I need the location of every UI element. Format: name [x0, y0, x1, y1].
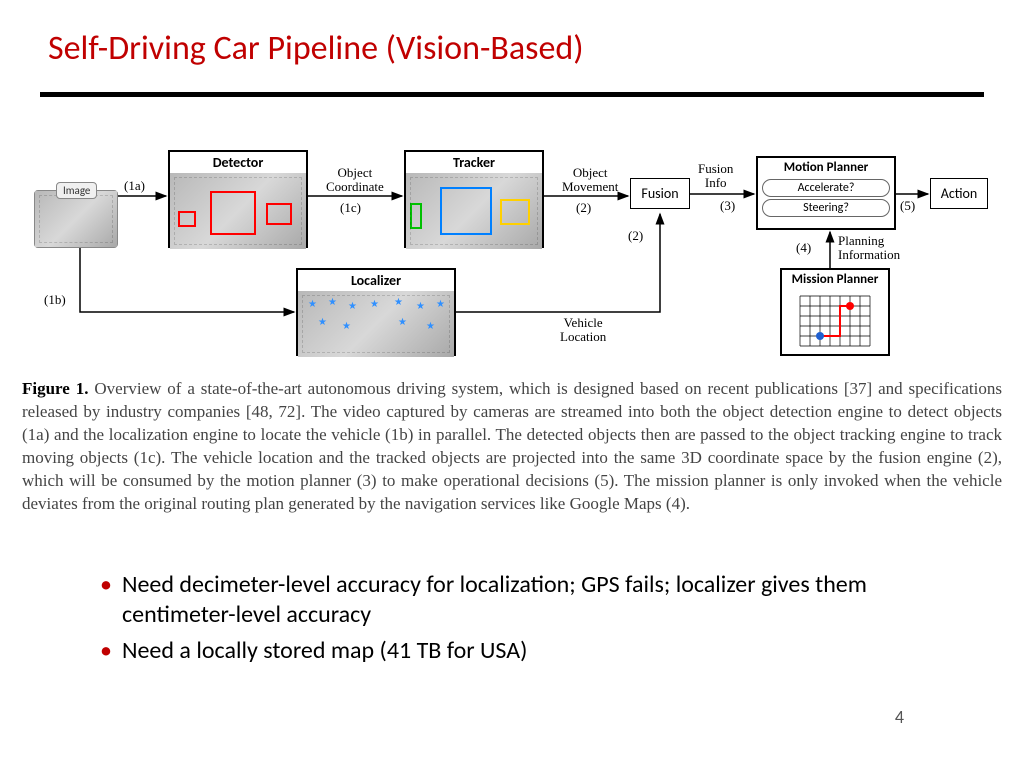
page-number: 4 — [895, 706, 904, 728]
mission-planner-title: Mission Planner — [782, 270, 888, 289]
localizer-node: Localizer ★ ★ ★ ★ ★ ★ ★ ★ ★ ★ ★ — [296, 268, 456, 356]
tracker-title: Tracker — [406, 152, 542, 173]
bullet-item: Need a locally stored map (41 TB for USA… — [100, 636, 890, 666]
caption-body: Overview of a state-of-the-art autonomou… — [22, 379, 1002, 513]
label-1b: (1b) — [44, 292, 66, 308]
detector-title: Detector — [170, 152, 306, 173]
motion-planner-title: Motion Planner — [758, 158, 894, 177]
localizer-title: Localizer — [298, 270, 454, 291]
label-4: (4) — [796, 240, 811, 256]
label-obj-coord: Object Coordinate — [326, 166, 384, 195]
bullet-item: Need decimeter-level accuracy for locali… — [100, 570, 890, 630]
label-3: (3) — [720, 198, 735, 214]
label-2: (2) — [576, 200, 591, 216]
label-vehicle-loc: Vehicle Location — [560, 316, 606, 345]
label-2b: (2) — [628, 228, 643, 244]
label-planning-info: Planning Information — [838, 234, 900, 263]
slide-title: Self-Driving Car Pipeline (Vision-Based) — [48, 28, 584, 69]
label-1a: (1a) — [124, 178, 145, 194]
title-divider — [40, 92, 984, 97]
label-5: (5) — [900, 198, 915, 214]
pipeline-diagram: Image Detector Tracker Localizer ★ ★ ★ ★… — [20, 140, 1004, 360]
mission-planner-node: Mission Planner — [780, 268, 890, 356]
caption-lead: Figure 1. — [22, 379, 88, 398]
motion-planner-node: Motion Planner Accelerate? Steering? — [756, 156, 896, 230]
motion-steering-pill: Steering? — [762, 199, 890, 217]
tracker-node: Tracker — [404, 150, 544, 248]
map-grid-icon — [795, 291, 875, 351]
label-obj-move: Object Movement — [562, 166, 618, 195]
fusion-node: Fusion — [630, 178, 690, 209]
action-node: Action — [930, 178, 988, 209]
label-1c: (1c) — [340, 200, 361, 216]
figure-caption: Figure 1. Overview of a state-of-the-art… — [22, 378, 1002, 516]
motion-accelerate-pill: Accelerate? — [762, 179, 890, 197]
label-fusion-info: Fusion Info — [698, 162, 733, 191]
image-tag: Image — [56, 182, 97, 199]
bullet-list: Need decimeter-level accuracy for locali… — [100, 570, 890, 672]
detector-node: Detector — [168, 150, 308, 248]
